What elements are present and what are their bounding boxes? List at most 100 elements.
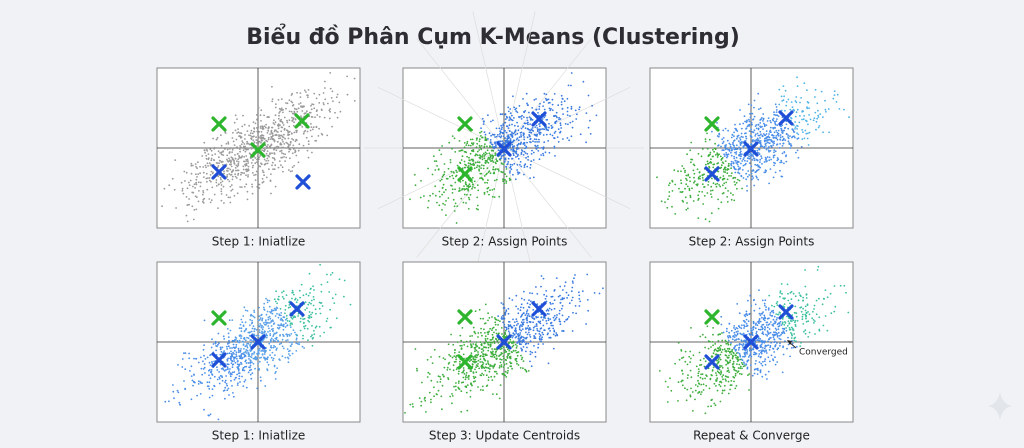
point: [184, 180, 186, 182]
point: [704, 346, 706, 349]
point: [300, 105, 302, 108]
point: [522, 346, 525, 348]
point: [794, 121, 796, 123]
point: [231, 149, 234, 151]
point: [459, 360, 461, 363]
point: [517, 322, 519, 325]
point: [230, 189, 233, 192]
point: [328, 291, 331, 293]
point: [442, 183, 445, 186]
point: [258, 329, 261, 331]
point: [231, 360, 234, 363]
point: [205, 172, 208, 175]
point: [261, 330, 263, 333]
point: [757, 92, 760, 95]
point: [307, 156, 310, 159]
point: [708, 387, 711, 390]
point: [768, 146, 770, 148]
point: [277, 147, 279, 150]
point: [747, 374, 749, 376]
point: [293, 113, 295, 115]
point: [524, 314, 527, 316]
point: [480, 148, 483, 151]
point: [276, 130, 278, 133]
point: [739, 109, 741, 111]
point: [495, 354, 498, 357]
point: [208, 381, 211, 384]
point: [294, 150, 297, 153]
panel: [156, 261, 361, 423]
point: [545, 93, 548, 96]
point: [534, 141, 536, 143]
point: [538, 333, 541, 335]
point: [242, 149, 245, 151]
point: [503, 352, 505, 354]
point: [737, 171, 740, 174]
point: [712, 344, 714, 347]
point: [268, 155, 270, 158]
point: [206, 356, 209, 359]
point: [269, 152, 271, 155]
point: [726, 147, 728, 150]
point: [203, 176, 205, 178]
point: [322, 92, 325, 94]
point: [722, 168, 725, 171]
point: [802, 131, 804, 133]
point: [226, 348, 228, 350]
point: [500, 302, 503, 304]
point: [542, 333, 545, 336]
point: [548, 122, 550, 125]
point: [250, 148, 253, 150]
point: [666, 206, 669, 209]
point: [526, 302, 529, 305]
point: [792, 129, 795, 132]
point: [525, 337, 527, 340]
point: [498, 135, 501, 138]
point: [759, 107, 762, 110]
point: [507, 127, 510, 129]
point: [270, 339, 272, 342]
point: [517, 173, 519, 175]
point: [585, 141, 587, 144]
point: [519, 309, 522, 312]
point: [487, 349, 490, 352]
point: [463, 372, 466, 375]
point: [250, 377, 253, 380]
point: [270, 309, 273, 311]
point: [748, 120, 751, 123]
point: [278, 313, 281, 316]
point: [190, 164, 193, 167]
point: [242, 141, 244, 144]
point: [751, 334, 754, 336]
point: [461, 167, 464, 170]
point: [268, 116, 270, 119]
point: [544, 298, 547, 300]
point: [483, 155, 486, 157]
point: [774, 123, 777, 126]
point: [292, 144, 295, 147]
point: [261, 332, 264, 335]
point: [227, 178, 229, 181]
point: [251, 172, 254, 174]
point: [278, 112, 280, 114]
point: [277, 339, 279, 342]
point: [733, 181, 736, 183]
point: [538, 105, 541, 108]
point: [547, 317, 550, 320]
point: [234, 129, 237, 132]
point: [232, 351, 234, 354]
point: [727, 190, 729, 192]
point: [502, 361, 505, 363]
point: [287, 169, 290, 171]
point: [780, 324, 783, 326]
point: [529, 177, 531, 179]
point: [232, 363, 235, 366]
point: [267, 316, 270, 319]
point: [264, 163, 267, 165]
point: [288, 304, 291, 306]
point: [195, 208, 198, 211]
point: [710, 405, 712, 408]
point: [770, 337, 772, 339]
point: [507, 307, 510, 310]
point: [751, 112, 754, 115]
